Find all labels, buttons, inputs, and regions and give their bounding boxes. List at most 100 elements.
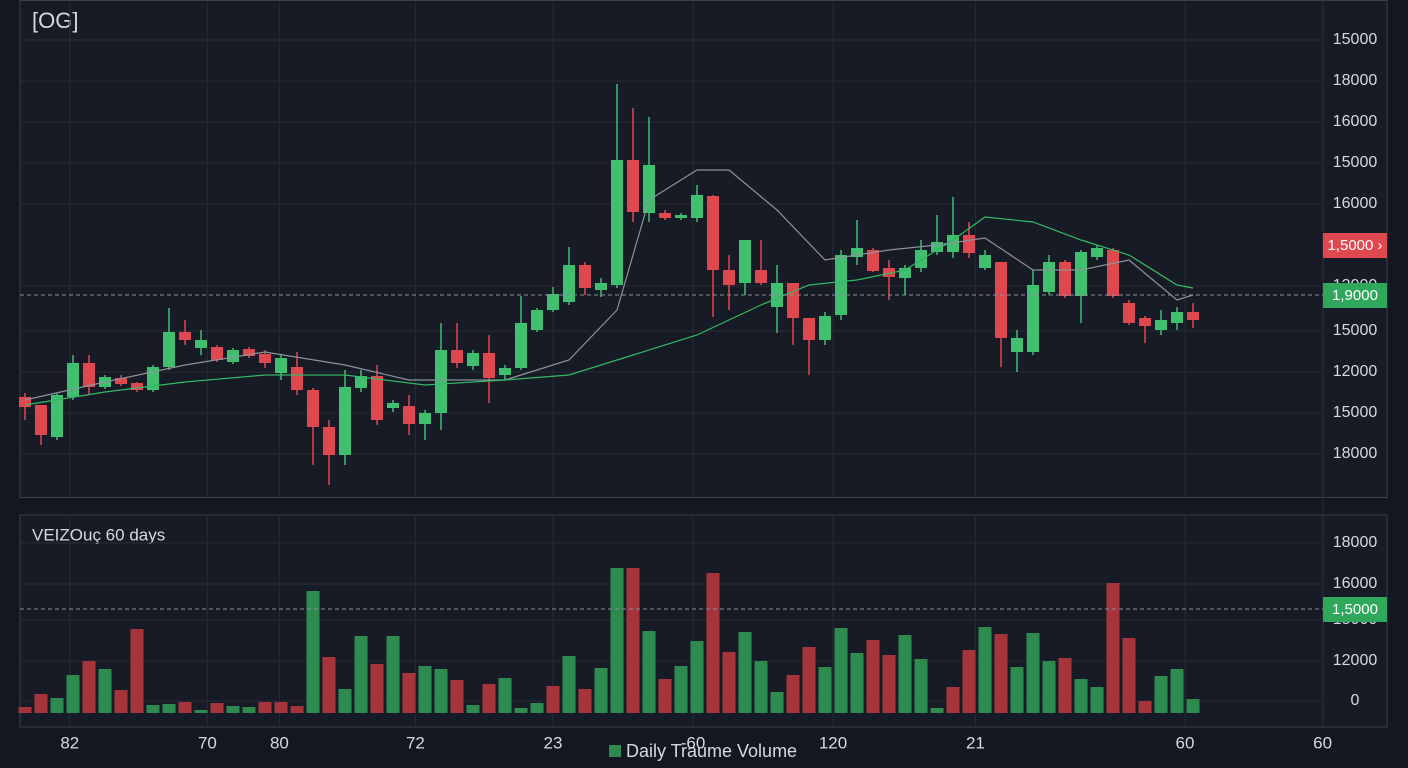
- candle-body: [675, 215, 687, 218]
- volume-bar: [786, 675, 800, 713]
- candle-body: [467, 353, 479, 366]
- price-panel: [19, 0, 1388, 498]
- candle-body: [51, 395, 63, 437]
- volume-bar: [242, 707, 256, 713]
- candle-body: [627, 160, 639, 212]
- volume-bar: [498, 678, 512, 713]
- volume-bar: [210, 703, 224, 713]
- volume-bar: [562, 656, 576, 713]
- candle-body: [35, 405, 47, 435]
- volume-bar: [674, 666, 688, 713]
- price-tag: [1323, 283, 1387, 308]
- volume-bar: [386, 636, 400, 713]
- candle-body: [403, 406, 415, 424]
- volume-bar: [274, 702, 288, 713]
- candle-body: [739, 240, 751, 283]
- y-tick-label: 12000: [1333, 652, 1378, 669]
- candle-body: [1139, 318, 1151, 326]
- candle-body: [211, 347, 223, 360]
- volume-bar: [578, 689, 592, 713]
- candle-body: [1187, 312, 1199, 320]
- candle-body: [1091, 248, 1103, 257]
- candle-body: [227, 350, 239, 362]
- volume-bar: [610, 568, 624, 713]
- volume-bar: [866, 640, 880, 713]
- x-tick-label: 80: [270, 733, 289, 752]
- volume-bar: [130, 629, 144, 713]
- candle-body: [787, 283, 799, 318]
- candle-body: [1011, 338, 1023, 352]
- volume-bar: [930, 708, 944, 713]
- moving-average: [24, 216, 1194, 406]
- y-tick-label: 18000: [1333, 534, 1378, 551]
- volume-bar: [146, 705, 160, 713]
- volume-bar: [594, 668, 608, 713]
- y-tick-label: 12000: [1333, 363, 1378, 380]
- volume-bar: [802, 647, 816, 713]
- volume-bar: [1106, 583, 1120, 713]
- y-tick-label: 15000: [1333, 322, 1378, 339]
- volume-bar: [162, 704, 176, 713]
- candle-body: [291, 367, 303, 390]
- candle-body: [67, 363, 79, 397]
- volume-bar: [882, 655, 896, 713]
- volume-bar: [1058, 658, 1072, 713]
- volume-bar: [482, 684, 496, 713]
- candle-body: [947, 235, 959, 252]
- x-tick-label: 72: [406, 733, 425, 752]
- candle-body: [595, 283, 607, 290]
- legend-label: Daily Traume Volume: [626, 741, 797, 761]
- candle-body: [755, 270, 767, 283]
- x-tick-label: 21: [966, 733, 985, 752]
- candle-body: [451, 350, 463, 363]
- candle-body: [307, 390, 319, 427]
- volume-bar: [1090, 687, 1104, 713]
- volume-bar: [834, 628, 848, 713]
- volume-bar: [1010, 667, 1024, 713]
- volume-bar: [1122, 638, 1136, 713]
- y-tick-label: 15000: [1333, 31, 1378, 48]
- candle-body: [243, 349, 255, 356]
- volume-bar: [962, 650, 976, 713]
- candle-body: [195, 340, 207, 348]
- candle-body: [355, 376, 367, 388]
- candle-body: [387, 403, 399, 408]
- volume-bar: [290, 706, 304, 713]
- volume-bar: [1026, 633, 1040, 713]
- x-tick-label: 60: [1313, 733, 1332, 752]
- candle-body: [1059, 262, 1071, 296]
- candle-body: [563, 265, 575, 302]
- volume-bar: [1138, 701, 1152, 713]
- candle-body: [515, 323, 527, 368]
- candle-body: [323, 427, 335, 455]
- candle-body: [851, 248, 863, 257]
- moving-average: [24, 169, 1194, 401]
- volume-bar: [1074, 679, 1088, 713]
- volume-bar: [178, 702, 192, 713]
- y-tick-label: 18000: [1333, 72, 1378, 89]
- candle-body: [611, 160, 623, 285]
- candle-body: [163, 332, 175, 367]
- candle-body: [915, 250, 927, 268]
- y-tick-label: 15000: [1333, 154, 1378, 171]
- candle-body: [435, 350, 447, 413]
- candle-body: [1171, 312, 1183, 323]
- candle-body: [547, 294, 559, 310]
- candle-body: [531, 310, 543, 330]
- volume-bar: [50, 698, 64, 713]
- volume-bar: [434, 669, 448, 713]
- candle-body: [643, 165, 655, 213]
- candle-body: [867, 250, 879, 271]
- candle-body: [835, 255, 847, 315]
- volume-bar: [306, 591, 320, 713]
- volume-bar: [194, 710, 208, 713]
- candle-body: [483, 353, 495, 378]
- y-tick-label: 0: [1351, 692, 1360, 709]
- volume-bar: [1170, 669, 1184, 713]
- volume-bar: [450, 680, 464, 713]
- volume-bar: [402, 673, 416, 713]
- volume-bar: [914, 659, 928, 713]
- volume-bar: [34, 694, 48, 713]
- volume-bar: [642, 631, 656, 713]
